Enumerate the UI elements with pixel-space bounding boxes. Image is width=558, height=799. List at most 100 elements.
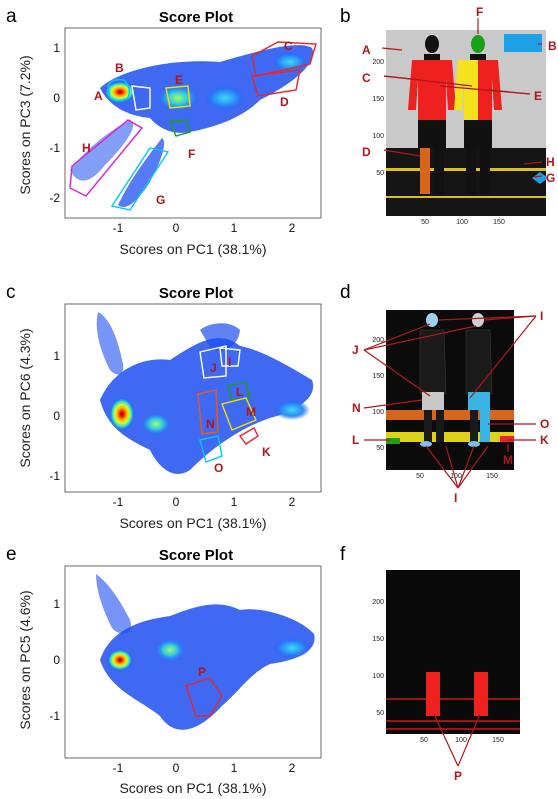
yticks-e: 1 0 -1	[49, 597, 60, 723]
img-ytick-f-0: 200	[372, 599, 384, 606]
img-xtick-b-0: 50	[421, 219, 429, 226]
img-xtick-b-1: 100	[456, 219, 468, 226]
xlabel-e: Scores on PC1 (38.1%)	[119, 780, 266, 796]
xlabel-a: Scores on PC1 (38.1%)	[119, 241, 266, 257]
ytick-c-0: 1	[53, 349, 60, 363]
ytick-e-0: 1	[53, 597, 60, 611]
figure-right-b	[454, 35, 502, 194]
img-label-f-P: P	[454, 769, 462, 783]
region-label-c-O: O	[214, 461, 223, 475]
img-label-b-C: C	[362, 71, 371, 85]
panel-c: c Score Plot J I L M N O K -1 0	[6, 282, 322, 531]
img-label-d-J: J	[352, 343, 359, 357]
xtick-e-3: 2	[289, 761, 296, 775]
ylabel-e: Scores on PC5 (4.6%)	[17, 590, 33, 729]
figure-left-b	[408, 35, 456, 194]
region-label-c-J: J	[210, 361, 217, 375]
ytick-c-2: -1	[49, 469, 60, 483]
plot-title-e: Score Plot	[159, 547, 233, 564]
ylabel-a: Scores on PC3 (7.2%)	[17, 55, 33, 194]
ytick-a-0: 1	[53, 41, 60, 55]
panel-letter-e: e	[6, 544, 17, 565]
img-label-d-M: M	[503, 453, 513, 467]
region-label-a-F: F	[188, 147, 195, 161]
image-f-yticks: 200 150 100 50	[372, 599, 384, 717]
yticks-a: 1 0 -1 -2	[49, 41, 60, 205]
img-label-b-F: F	[476, 5, 483, 19]
img-ytick-b-1: 150	[372, 96, 384, 103]
img-label-d-L: L	[352, 433, 359, 447]
img-ytick-b-3: 50	[376, 170, 384, 177]
img-ytick-d-2: 100	[372, 409, 384, 416]
image-panel-b: b 200 150 100 50	[340, 5, 557, 226]
region-label-a-E: E	[175, 73, 183, 87]
img-label-d-N: N	[352, 401, 361, 415]
region-label-c-I: I	[228, 355, 231, 369]
img-ytick-d-1: 150	[372, 373, 384, 380]
panel-letter-b: b	[340, 6, 351, 27]
panel-a: a Score Plot A B C D E F G H	[6, 6, 322, 257]
img-label-d-O: O	[540, 417, 549, 431]
img-label-b-E: E	[534, 89, 542, 103]
region-outlines-c	[197, 345, 259, 463]
image-d-arrows	[363, 315, 537, 489]
img-label-b-A: A	[362, 43, 371, 57]
ytick-e-2: -1	[49, 709, 60, 723]
image-f-xticks: 50 100 150	[420, 737, 504, 744]
plot-title-c: Score Plot	[159, 285, 233, 302]
img-label-d-I-top: I	[540, 309, 543, 323]
ylabel-c: Scores on PC6 (4.3%)	[17, 328, 33, 467]
image-panel-d: d 200 150 100 50 50 100 150	[340, 282, 549, 505]
ytick-e-1: 0	[53, 653, 60, 667]
region-label-c-N: N	[206, 417, 215, 431]
image-b-arrows	[381, 18, 543, 178]
img-label-d-I-bottom: I	[454, 491, 457, 505]
image-b-xticks: 50 100 150	[421, 219, 505, 226]
xtick-a-1: 0	[173, 221, 180, 235]
segmentation-image-d	[386, 310, 514, 470]
xtick-a-3: 2	[289, 221, 296, 235]
img-label-b-G: G	[546, 171, 555, 185]
image-d-yticks: 200 150 100 50	[372, 337, 384, 452]
xtick-a-2: 1	[231, 221, 238, 235]
region-label-a-C: C	[284, 39, 293, 53]
img-label-b-B: B	[548, 39, 557, 53]
image-f-arrows	[433, 713, 481, 767]
xlabel-c: Scores on PC1 (38.1%)	[119, 515, 266, 531]
image-b-yticks: 200 150 100 50	[372, 59, 384, 177]
xtick-a-0: -1	[113, 221, 124, 235]
img-ytick-f-3: 50	[376, 710, 384, 717]
region-label-a-A: A	[94, 89, 103, 103]
region-label-c-K: K	[262, 445, 271, 459]
img-ytick-f-2: 100	[372, 673, 384, 680]
ytick-a-1: 0	[53, 91, 60, 105]
img-label-b-H: H	[546, 155, 555, 169]
region-label-a-G: G	[156, 193, 165, 207]
plot-title-a: Score Plot	[159, 9, 233, 26]
xtick-c-0: -1	[113, 495, 124, 509]
img-xtick-d-1: 100	[450, 473, 462, 480]
yticks-c: 1 0 -1	[49, 349, 60, 483]
region-label-c-M: M	[246, 405, 256, 419]
panel-letter-a: a	[6, 6, 17, 27]
density-cloud-c	[96, 312, 314, 474]
panel-e: e Score Plot P -1 0 1 2 1 0 -1 Scores on…	[6, 544, 322, 796]
ytick-a-3: -2	[49, 191, 60, 205]
img-ytick-b-2: 100	[372, 133, 384, 140]
xticks-e: -1 0 1 2	[113, 761, 296, 775]
img-ytick-f-1: 150	[372, 636, 384, 643]
xtick-e-1: 0	[173, 761, 180, 775]
region-label-e-P: P	[198, 665, 206, 679]
region-label-a-D: D	[280, 95, 289, 109]
panel-letter-c: c	[6, 282, 16, 303]
region-outlines-a	[69, 41, 317, 211]
img-xtick-b-2: 150	[493, 219, 505, 226]
image-d-xticks: 50 100 150	[416, 473, 498, 480]
region-label-a-H: H	[82, 141, 91, 155]
xtick-c-2: 1	[231, 495, 238, 509]
xtick-c-3: 2	[289, 495, 296, 509]
xtick-c-1: 0	[173, 495, 180, 509]
xtick-e-2: 1	[231, 761, 238, 775]
ytick-a-2: -1	[49, 141, 60, 155]
